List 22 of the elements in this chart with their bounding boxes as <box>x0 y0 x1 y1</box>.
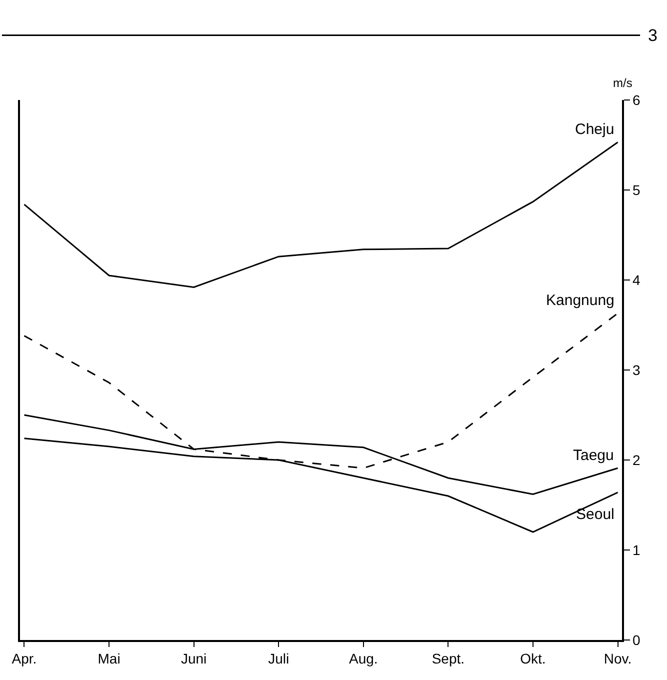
y-tick-label: 2 <box>632 452 641 468</box>
series-label: Cheju <box>575 121 614 138</box>
x-tick-label: Nov. <box>604 650 632 667</box>
x-tick-label: Juni <box>180 650 207 667</box>
y-axis-title: m/s <box>613 76 632 90</box>
y-tick-label: 1 <box>632 542 641 558</box>
x-tick-label: Okt. <box>520 650 546 667</box>
y-tick-label: 4 <box>632 272 641 288</box>
x-tick-label: Mai <box>98 650 120 667</box>
y-tick-label: 3 <box>632 362 641 378</box>
x-tick-label: Juli <box>268 650 290 667</box>
series-label: Seoul <box>576 506 614 523</box>
series-label: Taegu <box>573 447 614 464</box>
text: 3 <box>648 26 658 45</box>
y-tick-label: 0 <box>632 632 641 648</box>
y-tick-label: 6 <box>632 92 641 108</box>
x-tick-label: Aug. <box>348 650 378 667</box>
series-label: Kangnung <box>546 292 614 309</box>
line-series <box>23 142 619 288</box>
y-tick-label: 5 <box>632 182 641 198</box>
x-tick-label: Apr. <box>12 650 37 667</box>
x-tick-label: Sept. <box>432 650 465 667</box>
